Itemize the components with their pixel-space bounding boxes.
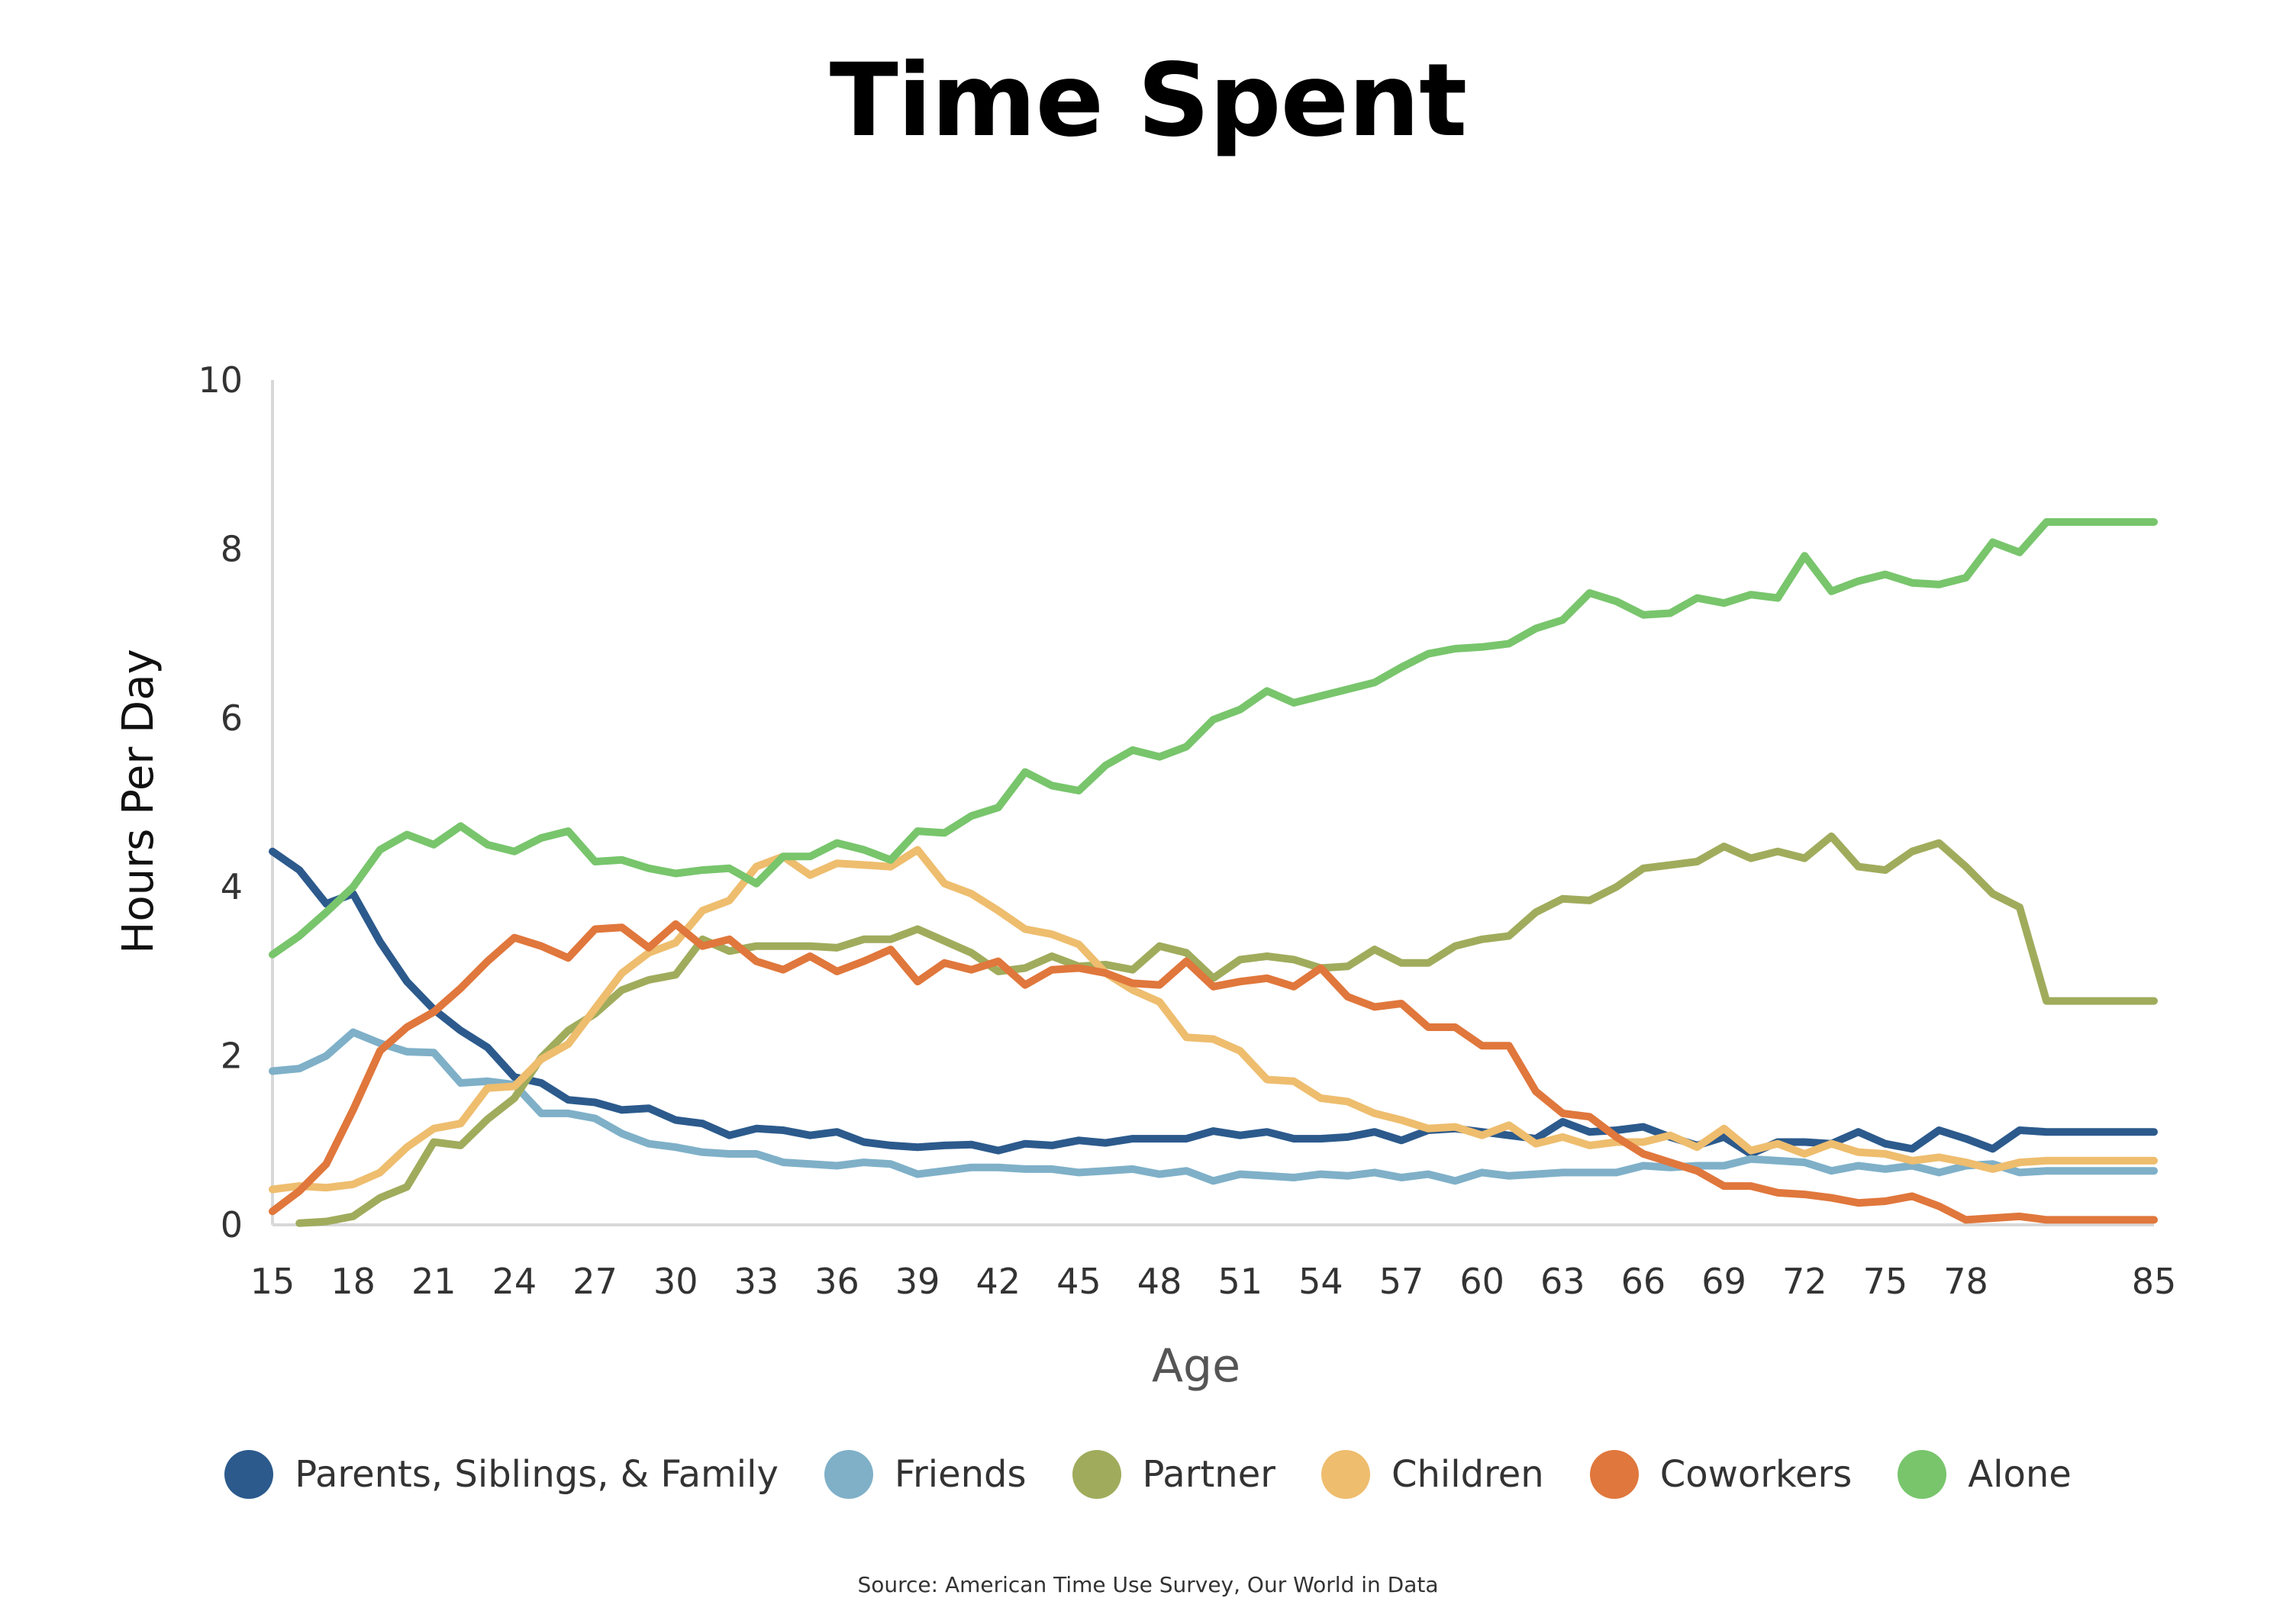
x-tick-labels: 15 18 21 24 27 30 33 36 39 42 45 48 51 54 57 60 63 66 69 72… xyxy=(250,1261,2177,1302)
legend-item-friends: Friends xyxy=(824,1450,1027,1499)
series-lines xyxy=(269,518,2158,1227)
series-line-friends xyxy=(269,1028,2158,1185)
legend-swatch xyxy=(1321,1450,1370,1499)
series-line-parents-siblings-family xyxy=(269,847,2158,1158)
x-tick-label: 27 xyxy=(572,1261,618,1302)
x-tick-label: 51 xyxy=(1217,1261,1262,1302)
series-line-alone xyxy=(269,518,2158,959)
x-tick-label: 78 xyxy=(1943,1261,1988,1302)
y-tick-label: 6 xyxy=(221,698,243,739)
x-tick-label: 45 xyxy=(1056,1261,1101,1302)
legend-label: Alone xyxy=(1968,1453,2072,1496)
x-tick-label: 15 xyxy=(250,1261,295,1302)
legend-label: Friends xyxy=(894,1453,1027,1496)
y-tick-label: 8 xyxy=(221,528,243,569)
legend-swatch xyxy=(1589,1450,1639,1499)
legend-label: Children xyxy=(1391,1453,1544,1496)
legend-label: Coworkers xyxy=(1659,1453,1853,1496)
series-line-children xyxy=(269,846,2158,1194)
y-axis-title: Hours Per Day xyxy=(114,649,163,954)
x-tick-label: 63 xyxy=(1540,1261,1585,1302)
legend-item-alone: Alone xyxy=(1898,1450,2072,1499)
legend-swatch xyxy=(224,1450,274,1499)
source-note: Source: American Time Use Survey, Our Wo… xyxy=(857,1572,1439,1597)
y-tick-label: 2 xyxy=(221,1036,243,1077)
x-tick-label: 18 xyxy=(331,1261,376,1302)
legend-item-children: Children xyxy=(1321,1450,1544,1499)
x-tick-label: 24 xyxy=(492,1261,537,1302)
chart-axes xyxy=(271,380,2154,1226)
legend-item-partner: Partner xyxy=(1072,1450,1275,1499)
x-tick-label: 57 xyxy=(1379,1261,1424,1302)
x-axis-title: Age xyxy=(1152,1339,1240,1393)
x-tick-label: 85 xyxy=(2132,1261,2177,1302)
legend-label: Partner xyxy=(1142,1453,1275,1496)
series-line-partner xyxy=(295,832,2158,1227)
x-tick-label: 36 xyxy=(814,1261,859,1302)
x-tick-label: 42 xyxy=(976,1261,1021,1302)
x-tick-label: 21 xyxy=(411,1261,456,1302)
x-tick-label: 69 xyxy=(1701,1261,1746,1302)
x-tick-label: 60 xyxy=(1459,1261,1504,1302)
x-tick-label: 30 xyxy=(653,1261,698,1302)
x-tick-label: 72 xyxy=(1782,1261,1827,1302)
legend-swatch xyxy=(824,1450,873,1499)
y-tick-label: 0 xyxy=(221,1204,243,1245)
x-tick-label: 48 xyxy=(1137,1261,1182,1302)
y-tick-label: 10 xyxy=(198,359,243,401)
x-tick-label: 66 xyxy=(1621,1261,1666,1302)
legend-label: Parents, Siblings, & Family xyxy=(295,1453,779,1496)
y-tick-label: 4 xyxy=(221,866,243,907)
legend-item-parents-siblings-family: Parents, Siblings, & Family xyxy=(224,1450,779,1499)
legend-item-coworkers: Coworkers xyxy=(1589,1450,1853,1499)
y-tick-labels: 0 2 4 6 8 10 xyxy=(198,359,243,1245)
chart-title: Time Spent xyxy=(829,42,1467,160)
legend-swatch xyxy=(1072,1450,1121,1499)
series-line-coworkers xyxy=(269,920,2158,1224)
x-tick-label: 39 xyxy=(895,1261,940,1302)
x-tick-label: 33 xyxy=(734,1261,779,1302)
x-tick-label: 54 xyxy=(1298,1261,1343,1302)
legend-swatch xyxy=(1898,1450,1947,1499)
x-tick-label: 75 xyxy=(1863,1261,1908,1302)
chart-legend: Parents, Siblings, & Family Friends Partne… xyxy=(0,1450,2296,1499)
